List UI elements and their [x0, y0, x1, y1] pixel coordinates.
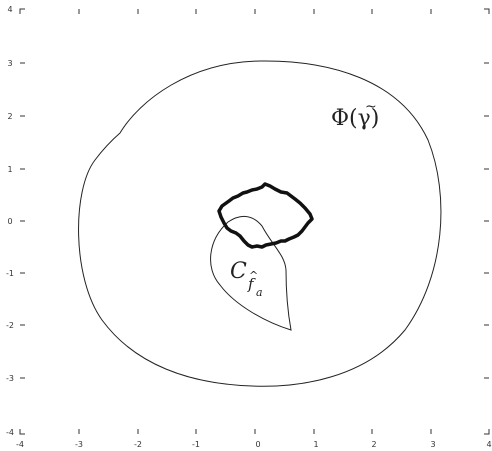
plot-frame	[19, 8, 490, 435]
x-tick-label: -4	[16, 440, 24, 449]
phi-label-close: )	[371, 106, 380, 131]
x-tick-labels: -4 -3 -2 -1 0 1 2 3 4	[16, 440, 492, 449]
svg-text:Φ(γ): Φ(γ)	[331, 106, 379, 131]
x-tick-label: -2	[134, 440, 142, 449]
phi-label-accent: ~	[365, 99, 377, 115]
x-tick-label: 2	[371, 440, 376, 449]
phi-label-inner: γ	[358, 106, 371, 131]
y-tick-label: 2	[7, 112, 12, 121]
y-tick-label: 4	[7, 5, 12, 14]
c-label-sub-letter: f	[247, 275, 256, 293]
c-label-main: C	[230, 259, 247, 284]
x-tick-label: 1	[313, 440, 318, 449]
y-tick-label: 3	[7, 59, 12, 68]
phi-gamma-curve	[78, 60, 442, 387]
y-tick-label: -1	[6, 269, 14, 278]
y-tick-label: -3	[6, 374, 14, 383]
y-tick-label: 0	[7, 217, 12, 226]
y-tick-label: 1	[7, 165, 12, 174]
x-tick-label: 4	[486, 440, 491, 449]
c-label-sub-sub: a	[256, 286, 263, 299]
y-tick-labels: 4 3 2 1 0 -1 -2 -3 -4	[6, 5, 14, 437]
y-tick-label: -4	[6, 428, 14, 437]
central-jagged-curve	[217, 182, 314, 249]
c-fa-curve	[210, 216, 292, 331]
y-tick-label: -2	[6, 321, 14, 330]
bottom-ticks	[78, 429, 432, 434]
c-fa-label: C ^ f a	[230, 259, 263, 299]
phi-gamma-label: Φ(γ) ~	[331, 99, 379, 131]
top-ticks	[78, 9, 432, 14]
right-ticks	[484, 62, 489, 379]
x-tick-label: -3	[75, 440, 83, 449]
c-label-sub-accent: ^	[249, 269, 258, 282]
x-tick-label: 0	[255, 440, 260, 449]
phi-label-main: Φ(	[331, 106, 358, 131]
x-tick-label: 3	[430, 440, 435, 449]
x-tick-label: -1	[192, 440, 200, 449]
left-ticks	[20, 62, 25, 379]
